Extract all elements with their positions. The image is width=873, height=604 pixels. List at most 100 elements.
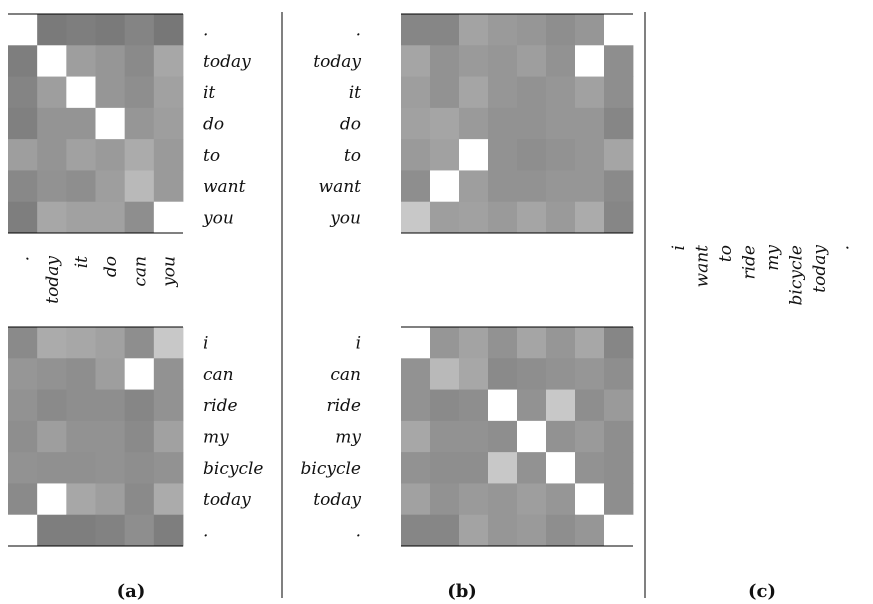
row-label-a-bottom-6: .	[203, 521, 208, 541]
heatmap-cell-a-bottom-r0-c2	[66, 327, 96, 359]
heatmap-cell-a-bottom-r2-c4	[124, 389, 155, 422]
heatmap-cell-a-top-r6-c4	[124, 201, 155, 234]
heatmap-cell-b-top-r1-c6	[575, 45, 605, 77]
panel-c-word-2: to	[716, 245, 736, 262]
row-label-b-top-3: do	[340, 115, 361, 135]
row-label-b-top-4: to	[344, 146, 361, 166]
heatmap-cell-b-bottom-r4-c6	[575, 452, 605, 484]
heatmap-cell-b-top-r2-c3	[488, 76, 518, 109]
heatmap-cell-a-top-r0-c1	[37, 14, 67, 46]
heatmap-cell-b-bottom-r0-c0	[401, 327, 431, 359]
row-label-a-bottom-0: i	[203, 334, 208, 354]
heatmap-cell-a-top-r4-c3	[95, 139, 126, 171]
heatmap-cell-a-bottom-r0-c5	[153, 327, 184, 359]
word-labels-layer: .todayitdotowantyouicanridemybicycletoda…	[14, 21, 854, 542]
heatmap-cell-a-bottom-r5-c3	[95, 483, 126, 516]
heatmap-cell-a-top-r1-c0	[8, 45, 38, 77]
heatmap-cell-a-bottom-r3-c4	[124, 420, 155, 453]
heatmap-cell-a-top-r0-c0	[8, 14, 38, 46]
heatmap-cell-b-top-r3-c5	[546, 107, 576, 140]
heatmap-cell-a-top-r4-c1	[37, 139, 67, 171]
row-label-b-bottom-3: my	[335, 428, 361, 448]
heatmap-cell-a-top-r6-c0	[8, 201, 38, 234]
heatmap-cell-a-bottom-r5-c2	[66, 483, 96, 516]
heatmap-cell-b-bottom-r5-c1	[430, 483, 460, 516]
heatmap-cell-a-bottom-r1-c0	[8, 358, 38, 390]
heatmap-cell-b-top-r2-c6	[575, 76, 605, 109]
heatmap-cell-a-bottom-r6-c3	[95, 514, 126, 547]
row-label-a-top-5: want	[203, 177, 246, 197]
heatmap-cell-b-bottom-r3-c6	[575, 420, 605, 453]
heatmap-cell-b-bottom-r4-c7	[604, 452, 634, 484]
heatmap-cell-b-bottom-r4-c2	[459, 452, 489, 484]
heatmap-cell-a-bottom-r4-c2	[66, 452, 96, 484]
heatmap-cell-b-bottom-r0-c6	[575, 327, 605, 359]
heatmap-cell-b-bottom-r3-c7	[604, 420, 634, 453]
panel-c-word-1: want	[693, 245, 713, 288]
heatmap-cell-b-top-r0-c4	[517, 14, 547, 46]
heatmap-cell-a-top-r0-c3	[95, 14, 126, 46]
heatmap-cell-b-top-r5-c5	[546, 170, 576, 203]
heatmap-cell-a-bottom-r6-c5	[153, 514, 184, 547]
heatmap-cell-b-top-r5-c2	[459, 170, 489, 203]
heatmap-cell-a-top-r6-c1	[37, 201, 67, 234]
heatmap-cell-b-top-r0-c2	[459, 14, 489, 46]
row-label-a-top-2: it	[203, 83, 215, 103]
heatmap-cell-a-bottom-r1-c3	[95, 358, 126, 390]
heatmap-cell-b-top-r5-c3	[488, 170, 518, 203]
heatmap-cell-b-top-r6-c0	[401, 201, 431, 234]
heatmap-cell-b-bottom-r4-c3	[488, 452, 518, 484]
heatmap-cell-b-top-r6-c5	[546, 201, 576, 234]
heatmap-cell-b-bottom-r3-c1	[430, 420, 460, 453]
heatmap-cell-b-bottom-r3-c5	[546, 420, 576, 453]
row-label-b-bottom-2: ride	[326, 396, 361, 416]
heatmap-cell-a-bottom-r5-c5	[153, 483, 184, 516]
heatmap-cell-a-top-r3-c0	[8, 107, 38, 140]
heatmap-cell-a-top-r4-c2	[66, 139, 96, 171]
heatmap-cell-b-bottom-r0-c5	[546, 327, 576, 359]
heatmap-cell-a-top-r4-c5	[153, 139, 184, 171]
heatmap-cell-a-bottom-r0-c3	[95, 327, 126, 359]
heatmap-cell-b-bottom-r2-c4	[517, 389, 547, 422]
heatmap-cell-a-bottom-r0-c1	[37, 327, 67, 359]
heatmap-cell-a-bottom-r6-c0	[8, 514, 38, 547]
heatmap-cell-b-bottom-r4-c0	[401, 452, 431, 484]
row-label-a-top-1: today	[203, 52, 251, 72]
heatmap-cell-b-bottom-r5-c7	[604, 483, 634, 516]
heatmap-cell-a-bottom-r6-c2	[66, 514, 96, 547]
heatmap-cell-a-top-r4-c4	[124, 139, 155, 171]
heatmap-cell-b-bottom-r0-c3	[488, 327, 518, 359]
row-label-b-top-6: you	[329, 208, 361, 228]
heatmap-cell-a-top-r1-c1	[37, 45, 67, 77]
heatmap-cell-b-top-r4-c2	[459, 139, 489, 171]
row-label-a-bottom-4: bicycle	[203, 459, 263, 479]
heatmap-cell-b-top-r1-c0	[401, 45, 431, 77]
heatmap-cell-b-top-r3-c1	[430, 107, 460, 140]
row-label-a-top-3: do	[203, 115, 224, 135]
heatmap-cell-b-top-r0-c6	[575, 14, 605, 46]
heatmap-cell-b-top-r3-c6	[575, 107, 605, 140]
caption-b: (b)	[447, 581, 477, 602]
heatmap-cell-a-top-r3-c2	[66, 107, 96, 140]
heatmap-cell-b-top-r4-c0	[401, 139, 431, 171]
row-label-b-top-1: today	[313, 52, 361, 72]
heatmap-cell-b-bottom-r3-c4	[517, 420, 547, 453]
heatmap-cell-b-top-r4-c7	[604, 139, 634, 171]
heatmap-cell-a-bottom-r6-c4	[124, 514, 155, 547]
heatmap-cell-a-top-r1-c5	[153, 45, 184, 77]
heatmap-cell-a-bottom-r2-c1	[37, 389, 67, 422]
heatmap-cell-b-top-r4-c3	[488, 139, 518, 171]
row-label-a-bottom-5: today	[203, 490, 251, 510]
heatmap-cell-b-top-r5-c6	[575, 170, 605, 203]
heatmap-cell-a-bottom-r2-c0	[8, 389, 38, 422]
heatmap-cell-b-bottom-r2-c2	[459, 389, 489, 422]
heatmap-cell-b-top-r4-c5	[546, 139, 576, 171]
heatmap-cell-a-bottom-r1-c1	[37, 358, 67, 390]
heatmap-cell-b-top-r0-c3	[488, 14, 518, 46]
heatmap-cell-b-top-r6-c3	[488, 201, 518, 234]
heatmap-cell-a-top-r0-c2	[66, 14, 96, 46]
heatmap-cell-a-top-r1-c4	[124, 45, 155, 77]
heatmap-cell-a-top-r1-c3	[95, 45, 126, 77]
row-label-a-top-6: you	[202, 208, 234, 228]
row-label-a-bottom-2: ride	[203, 396, 238, 416]
